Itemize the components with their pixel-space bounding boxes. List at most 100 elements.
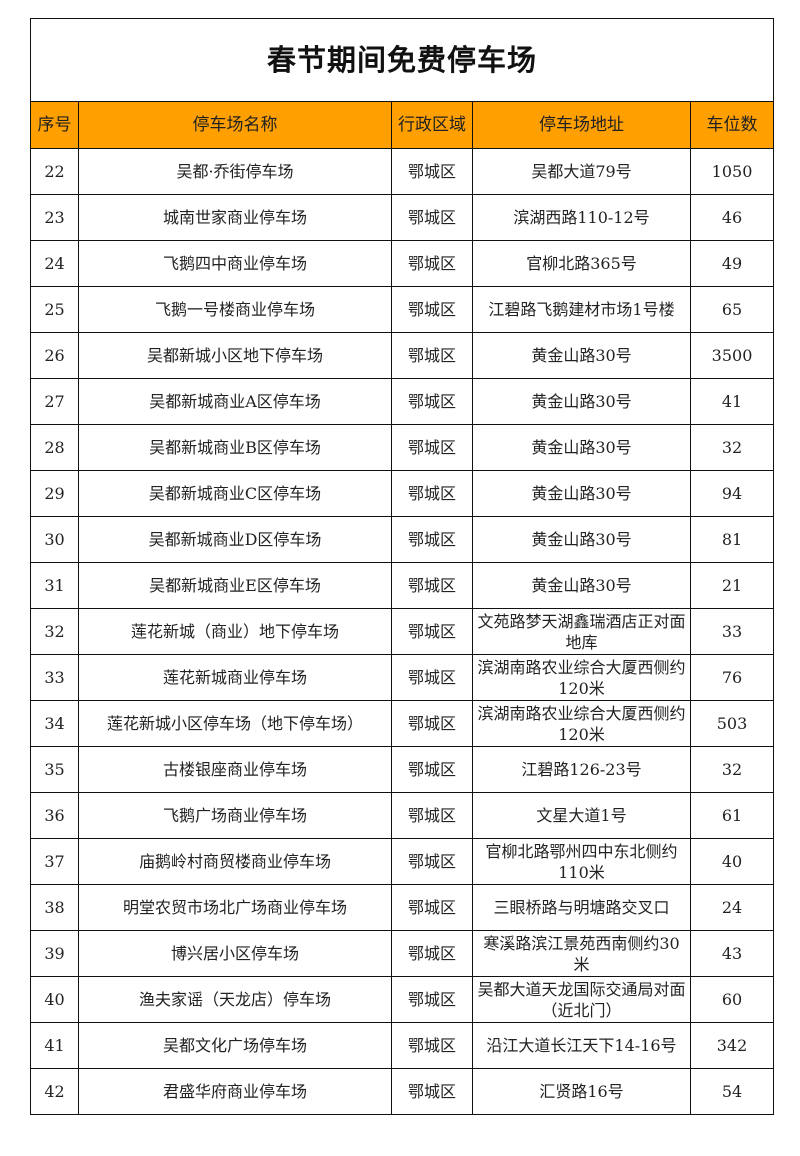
table-row: 36 飞鹅广场商业停车场 鄂城区 文星大道1号 61 xyxy=(30,792,775,839)
cell-index: 40 xyxy=(30,976,79,1023)
cell-index: 25 xyxy=(30,286,79,333)
cell-address: 黄金山路30号 xyxy=(472,332,691,379)
cell-spaces: 43 xyxy=(689,930,775,977)
cell-name: 渔夫家谣（天龙店）停车场 xyxy=(78,976,392,1023)
cell-district: 鄂城区 xyxy=(391,700,473,747)
table-row: 28 吴都新城商业B区停车场 鄂城区 黄金山路30号 32 xyxy=(30,424,775,471)
cell-index: 34 xyxy=(30,700,79,747)
cell-address: 汇贤路16号 xyxy=(472,1068,691,1115)
cell-district: 鄂城区 xyxy=(391,884,473,931)
table-row: 31 吴都新城商业E区停车场 鄂城区 黄金山路30号 21 xyxy=(30,562,775,609)
cell-district: 鄂城区 xyxy=(391,1068,473,1115)
cell-district: 鄂城区 xyxy=(391,654,473,701)
cell-spaces: 76 xyxy=(689,654,775,701)
cell-name: 吴都新城商业A区停车场 xyxy=(78,378,392,425)
cell-spaces: 1050 xyxy=(689,148,775,195)
cell-address: 官柳北路鄂州四中东北侧约110米 xyxy=(472,838,691,885)
cell-spaces: 41 xyxy=(689,378,775,425)
cell-name: 城南世家商业停车场 xyxy=(78,194,392,241)
cell-spaces: 46 xyxy=(689,194,775,241)
cell-index: 39 xyxy=(30,930,79,977)
cell-spaces: 33 xyxy=(689,608,775,655)
table-row: 33 莲花新城商业停车场 鄂城区 滨湖南路农业综合大厦西侧约120米 76 xyxy=(30,654,775,701)
cell-district: 鄂城区 xyxy=(391,148,473,195)
cell-spaces: 342 xyxy=(689,1022,775,1069)
cell-index: 33 xyxy=(30,654,79,701)
cell-name: 莲花新城小区停车场（地下停车场） xyxy=(78,700,392,747)
cell-district: 鄂城区 xyxy=(391,1022,473,1069)
cell-name: 吴都新城商业B区停车场 xyxy=(78,424,392,471)
cell-address: 滨湖南路农业综合大厦西侧约120米 xyxy=(472,654,691,701)
cell-address: 黄金山路30号 xyxy=(472,562,691,609)
cell-address: 文星大道1号 xyxy=(472,792,691,839)
cell-spaces: 61 xyxy=(689,792,775,839)
table-row: 25 飞鹅一号楼商业停车场 鄂城区 江碧路飞鹅建材市场1号楼 65 xyxy=(30,286,775,333)
cell-name: 飞鹅一号楼商业停车场 xyxy=(78,286,392,333)
cell-address: 黄金山路30号 xyxy=(472,516,691,563)
column-header-district: 行政区域 xyxy=(391,101,473,149)
cell-district: 鄂城区 xyxy=(391,378,473,425)
column-header-spaces: 车位数 xyxy=(689,101,775,149)
cell-index: 24 xyxy=(30,240,79,287)
cell-district: 鄂城区 xyxy=(391,562,473,609)
cell-district: 鄂城区 xyxy=(391,608,473,655)
cell-district: 鄂城区 xyxy=(391,838,473,885)
cell-index: 30 xyxy=(30,516,79,563)
cell-name: 吴都·乔街停车场 xyxy=(78,148,392,195)
cell-name: 吴都新城商业E区停车场 xyxy=(78,562,392,609)
cell-address: 黄金山路30号 xyxy=(472,378,691,425)
cell-name: 君盛华府商业停车场 xyxy=(78,1068,392,1115)
cell-spaces: 3500 xyxy=(689,332,775,379)
cell-spaces: 94 xyxy=(689,470,775,517)
cell-name: 莲花新城（商业）地下停车场 xyxy=(78,608,392,655)
cell-index: 41 xyxy=(30,1022,79,1069)
cell-address: 官柳北路365号 xyxy=(472,240,691,287)
cell-index: 28 xyxy=(30,424,79,471)
cell-name: 庙鹅岭村商贸楼商业停车场 xyxy=(78,838,392,885)
cell-district: 鄂城区 xyxy=(391,746,473,793)
table-row: 42 君盛华府商业停车场 鄂城区 汇贤路16号 54 xyxy=(30,1068,775,1115)
cell-index: 23 xyxy=(30,194,79,241)
table-row: 38 明堂农贸市场北广场商业停车场 鄂城区 三眼桥路与明塘路交叉口 24 xyxy=(30,884,775,931)
table-row: 34 莲花新城小区停车场（地下停车场） 鄂城区 滨湖南路农业综合大厦西侧约120米 50… xyxy=(30,700,775,747)
table-row: 30 吴都新城商业D区停车场 鄂城区 黄金山路30号 81 xyxy=(30,516,775,563)
table-body: 22 吴都·乔街停车场 鄂城区 吴都大道79号 1050 23 城南世家商业停车场 鄂城区 滨湖… xyxy=(30,148,775,1115)
cell-name: 明堂农贸市场北广场商业停车场 xyxy=(78,884,392,931)
cell-index: 29 xyxy=(30,470,79,517)
cell-district: 鄂城区 xyxy=(391,424,473,471)
table-row: 26 吴都新城小区地下停车场 鄂城区 黄金山路30号 3500 xyxy=(30,332,775,379)
cell-name: 飞鹅四中商业停车场 xyxy=(78,240,392,287)
cell-district: 鄂城区 xyxy=(391,930,473,977)
cell-address: 滨湖西路110-12号 xyxy=(472,194,691,241)
cell-name: 古楼银座商业停车场 xyxy=(78,746,392,793)
cell-name: 博兴居小区停车场 xyxy=(78,930,392,977)
cell-index: 31 xyxy=(30,562,79,609)
cell-address: 寒溪路滨江景苑西南侧约30米 xyxy=(472,930,691,977)
column-header-name: 停车场名称 xyxy=(78,101,392,149)
table-row: 24 飞鹅四中商业停车场 鄂城区 官柳北路365号 49 xyxy=(30,240,775,287)
cell-spaces: 32 xyxy=(689,746,775,793)
cell-spaces: 24 xyxy=(689,884,775,931)
parking-table: 春节期间免费停车场 序号 停车场名称 行政区域 停车场地址 车位数 22 吴都·乔街停车场… xyxy=(29,18,775,1115)
cell-district: 鄂城区 xyxy=(391,240,473,287)
table-row: 29 吴都新城商业C区停车场 鄂城区 黄金山路30号 94 xyxy=(30,470,775,517)
cell-spaces: 21 xyxy=(689,562,775,609)
table-row: 22 吴都·乔街停车场 鄂城区 吴都大道79号 1050 xyxy=(30,148,775,195)
cell-district: 鄂城区 xyxy=(391,286,473,333)
cell-spaces: 81 xyxy=(689,516,775,563)
cell-index: 27 xyxy=(30,378,79,425)
table-row: 40 渔夫家谣（天龙店）停车场 鄂城区 吴都大道天龙国际交通局对面（近北门） 60 xyxy=(30,976,775,1023)
cell-address: 文苑路梦天湖鑫瑞酒店正对面地库 xyxy=(472,608,691,655)
table-row: 23 城南世家商业停车场 鄂城区 滨湖西路110-12号 46 xyxy=(30,194,775,241)
cell-spaces: 60 xyxy=(689,976,775,1023)
table-row: 39 博兴居小区停车场 鄂城区 寒溪路滨江景苑西南侧约30米 43 xyxy=(30,930,775,977)
cell-address: 滨湖南路农业综合大厦西侧约120米 xyxy=(472,700,691,747)
cell-address: 黄金山路30号 xyxy=(472,470,691,517)
cell-name: 吴都新城商业C区停车场 xyxy=(78,470,392,517)
table-row: 27 吴都新城商业A区停车场 鄂城区 黄金山路30号 41 xyxy=(30,378,775,425)
table-row: 41 吴都文化广场停车场 鄂城区 沿江大道长江天下14-16号 342 xyxy=(30,1022,775,1069)
cell-spaces: 54 xyxy=(689,1068,775,1115)
cell-address: 吴都大道天龙国际交通局对面（近北门） xyxy=(472,976,691,1023)
cell-spaces: 503 xyxy=(689,700,775,747)
page-title: 春节期间免费停车场 xyxy=(29,18,775,102)
